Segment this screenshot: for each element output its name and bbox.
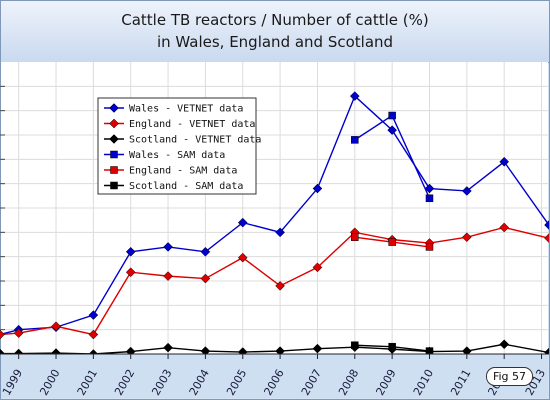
data-point-diamond	[544, 220, 549, 230]
data-point-square	[110, 166, 118, 174]
chart-title-box: Cattle TB reactors / Number of cattle (%…	[1, 1, 549, 63]
data-point-diamond	[544, 233, 549, 244]
data-point-square	[110, 150, 118, 159]
legend-label: England - SAM data	[129, 166, 237, 177]
x-axis: 1999 2000 2001 2002 2003 2004 2005 2006 2007 2008…	[0, 353, 549, 398]
data-point-diamond	[109, 103, 119, 113]
data-point-diamond	[0, 348, 5, 354]
data-point-diamond	[312, 343, 323, 354]
legend-label: Wales - VETNET data	[129, 104, 243, 115]
data-point-diamond	[163, 342, 173, 353]
data-point-square	[110, 181, 118, 190]
data-point-diamond	[237, 347, 248, 354]
data-point-square	[388, 111, 396, 120]
data-point-diamond	[275, 281, 285, 291]
legend-label: Scotland - SAM data	[129, 181, 243, 192]
data-point-diamond	[544, 347, 549, 354]
data-point-diamond	[88, 329, 99, 340]
data-point-diamond	[499, 222, 510, 233]
data-point-diamond	[125, 346, 136, 354]
data-point-diamond	[0, 329, 5, 340]
data-point-diamond	[461, 232, 472, 243]
data-point-diamond	[125, 267, 136, 278]
legend-box	[97, 97, 257, 195]
data-point-diamond	[163, 271, 173, 281]
data-point-diamond	[499, 339, 510, 350]
data-point-square	[351, 136, 359, 144]
data-point-diamond	[237, 217, 248, 228]
chart-title-line-2: in Wales, England and Scotland	[156, 33, 394, 51]
data-point-diamond	[51, 321, 61, 332]
data-point-diamond	[51, 348, 61, 354]
legend-label: England - VETNET data	[129, 119, 255, 130]
data-point-square	[425, 347, 434, 354]
data-point-diamond	[125, 246, 136, 257]
legend-label: Scotland - VETNET data	[129, 135, 261, 146]
x-axis-band	[1, 354, 548, 398]
data-point-diamond	[499, 156, 510, 167]
data-point-square	[388, 238, 396, 246]
data-point-diamond	[424, 183, 435, 194]
data-point-square	[351, 341, 359, 349]
data-point-square	[388, 342, 396, 351]
data-point-diamond	[88, 310, 99, 320]
data-point-square	[351, 233, 359, 241]
legend-label: Wales - SAM data	[129, 150, 225, 161]
data-point-diamond	[109, 134, 119, 144]
data-point-diamond	[312, 262, 323, 273]
grid-layer	[0, 62, 549, 355]
data-point-diamond	[13, 328, 24, 338]
data-point-diamond	[200, 346, 211, 354]
data-point-square	[425, 243, 434, 251]
figure-label: Fig 57	[486, 367, 533, 386]
data-point-diamond	[349, 91, 360, 101]
data-point-diamond	[387, 125, 397, 135]
data-point-diamond	[88, 349, 99, 354]
data-point-diamond	[237, 252, 248, 263]
data-point-diamond	[312, 183, 323, 194]
data-point-diamond	[275, 346, 285, 354]
series-line	[0, 226, 549, 336]
data-point-diamond	[200, 246, 211, 257]
chart-title-line-1: Cattle TB reactors / Number of cattle (%…	[121, 11, 429, 29]
legend: Wales - VETNET data England - VETNET data…	[97, 97, 261, 195]
series-line	[0, 94, 549, 336]
data-point-diamond	[163, 242, 173, 252]
data-point-diamond	[461, 186, 472, 196]
data-point-diamond	[109, 118, 119, 129]
data-point-diamond	[275, 227, 285, 238]
data-point-diamond	[461, 346, 472, 354]
data-point-diamond	[200, 273, 211, 284]
data-point-diamond	[13, 348, 24, 354]
data-point-square	[425, 194, 434, 203]
